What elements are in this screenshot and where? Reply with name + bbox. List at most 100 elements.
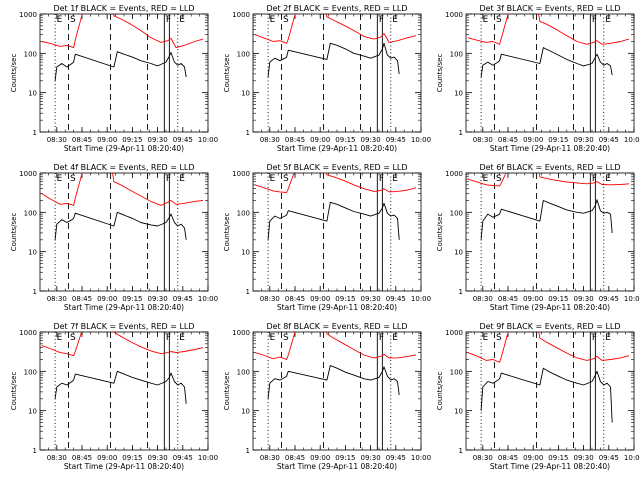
series-group	[467, 332, 630, 423]
x-axis-label: Start Time (29-Apr-11 08:20:40)	[277, 144, 397, 153]
marker-flag: S	[283, 174, 289, 184]
series-group	[41, 14, 204, 81]
x-tick-label: 08:45	[72, 454, 92, 462]
marker-flag: E	[392, 333, 398, 343]
x-tick-label: 09:30	[361, 295, 381, 303]
y-tick-label: 1000	[19, 170, 37, 178]
plot-frame	[465, 172, 635, 292]
series-line-red	[41, 14, 204, 49]
y-tick-label: 10	[28, 408, 37, 416]
x-tick-label: 09:30	[361, 136, 381, 144]
x-tick-label: 10:00	[411, 136, 431, 144]
y-tick-label: 1	[459, 129, 463, 137]
y-axis-label: Counts/sec	[10, 372, 18, 411]
marker-flag: S	[496, 333, 502, 343]
x-tick-label: 09:45	[599, 454, 619, 462]
y-tick-label: 1000	[445, 329, 463, 337]
chart-title: Det 9f BLACK = Events, RED = LLD	[479, 322, 620, 331]
x-axis-label: Start Time (29-Apr-11 08:20:40)	[64, 462, 184, 471]
x-axis-label: Start Time (29-Apr-11 08:20:40)	[490, 303, 610, 312]
x-tick-label: 09:30	[361, 454, 381, 462]
chart-title: Det 7f BLACK = Events, RED = LLD	[53, 322, 194, 331]
x-tick-label: 08:30	[260, 295, 280, 303]
marker-flag: E	[57, 15, 63, 25]
marker-flag: E	[270, 15, 276, 25]
chart-title: Det 2f BLACK = Events, RED = LLD	[266, 4, 407, 13]
x-tick-label: 09:00	[97, 295, 117, 303]
marker-flag: F	[166, 15, 171, 25]
y-tick-label: 10	[28, 249, 37, 257]
plot-frame	[39, 172, 209, 292]
y-tick-label: 1	[33, 288, 37, 296]
marker-flag: F	[379, 333, 384, 343]
marker-flag: S	[496, 15, 502, 25]
series-group	[41, 332, 204, 404]
panel-det-8: Det 8f BLACK = Events, RED = LLD Counts/s…	[223, 322, 431, 471]
y-tick-label: 100	[450, 209, 463, 217]
y-tick-label: 10	[454, 408, 463, 416]
x-tick-label: 08:45	[498, 454, 518, 462]
x-tick-label: 09:45	[386, 136, 406, 144]
y-tick-label: 1	[459, 288, 463, 296]
panel-det-6: Det 6f BLACK = Events, RED = LLD Counts/s…	[436, 163, 640, 312]
x-tick-label: 08:45	[72, 136, 92, 144]
x-tick-label: 09:15	[122, 454, 142, 462]
y-axis-label: Counts/sec	[436, 54, 444, 93]
x-tick-label: 10:00	[198, 136, 218, 144]
x-tick-label: 09:45	[173, 454, 193, 462]
y-tick-label: 1000	[232, 329, 250, 337]
series-line-red	[41, 173, 204, 206]
x-tick-label: 08:30	[473, 136, 493, 144]
x-axis-label: Start Time (29-Apr-11 08:20:40)	[64, 144, 184, 153]
plot-frame	[39, 331, 209, 451]
panel-det-1: Det 1f BLACK = Events, RED = LLD Counts/s…	[10, 4, 218, 153]
plot-frame	[465, 331, 635, 451]
marker-flag: E	[605, 15, 611, 25]
x-tick-label: 09:00	[97, 136, 117, 144]
x-tick-label: 08:30	[260, 136, 280, 144]
marker-flag: E	[483, 15, 489, 25]
y-tick-label: 1	[246, 129, 250, 137]
panel-det-5: Det 5f BLACK = Events, RED = LLD Counts/s…	[223, 163, 431, 312]
x-tick-label: 09:15	[548, 454, 568, 462]
y-tick-label: 1000	[232, 170, 250, 178]
marker-flag: S	[70, 15, 76, 25]
x-axis-label: Start Time (29-Apr-11 08:20:40)	[490, 144, 610, 153]
marker-flag: E	[270, 174, 276, 184]
x-tick-label: 09:45	[599, 136, 619, 144]
y-tick-label: 100	[450, 368, 463, 376]
series-group	[254, 14, 417, 78]
chart-title: Det 6f BLACK = Events, RED = LLD	[479, 163, 620, 172]
plot-frame	[465, 13, 635, 133]
series-group	[254, 173, 417, 240]
x-tick-label: 09:30	[148, 454, 168, 462]
x-tick-label: 10:00	[624, 295, 640, 303]
x-tick-label: 09:45	[386, 454, 406, 462]
series-line-black	[480, 47, 613, 78]
chart-title: Det 8f BLACK = Events, RED = LLD	[266, 322, 407, 331]
series-line-red	[467, 14, 630, 45]
series-line-red	[41, 332, 204, 357]
y-tick-label: 10	[241, 408, 250, 416]
marker-flag: F	[592, 333, 597, 343]
x-tick-label: 10:00	[624, 136, 640, 144]
x-tick-label: 08:30	[47, 295, 67, 303]
chart-title: Det 1f BLACK = Events, RED = LLD	[53, 4, 194, 13]
series-line-black	[54, 211, 187, 240]
series-line-red	[467, 173, 630, 187]
series-line-black	[480, 199, 613, 240]
x-tick-label: 08:45	[72, 295, 92, 303]
x-tick-label: 09:30	[574, 136, 594, 144]
y-tick-label: 100	[237, 209, 250, 217]
y-tick-label: 1000	[19, 329, 37, 337]
y-tick-label: 100	[450, 50, 463, 58]
x-tick-label: 09:00	[310, 454, 330, 462]
marker-flag: E	[392, 15, 398, 25]
y-tick-label: 1	[246, 447, 250, 455]
x-tick-label: 08:30	[47, 454, 67, 462]
y-tick-label: 1	[459, 447, 463, 455]
series-line-black	[54, 370, 187, 404]
marker-flag: E	[57, 174, 63, 184]
x-tick-label: 09:30	[148, 136, 168, 144]
x-tick-label: 09:45	[599, 295, 619, 303]
